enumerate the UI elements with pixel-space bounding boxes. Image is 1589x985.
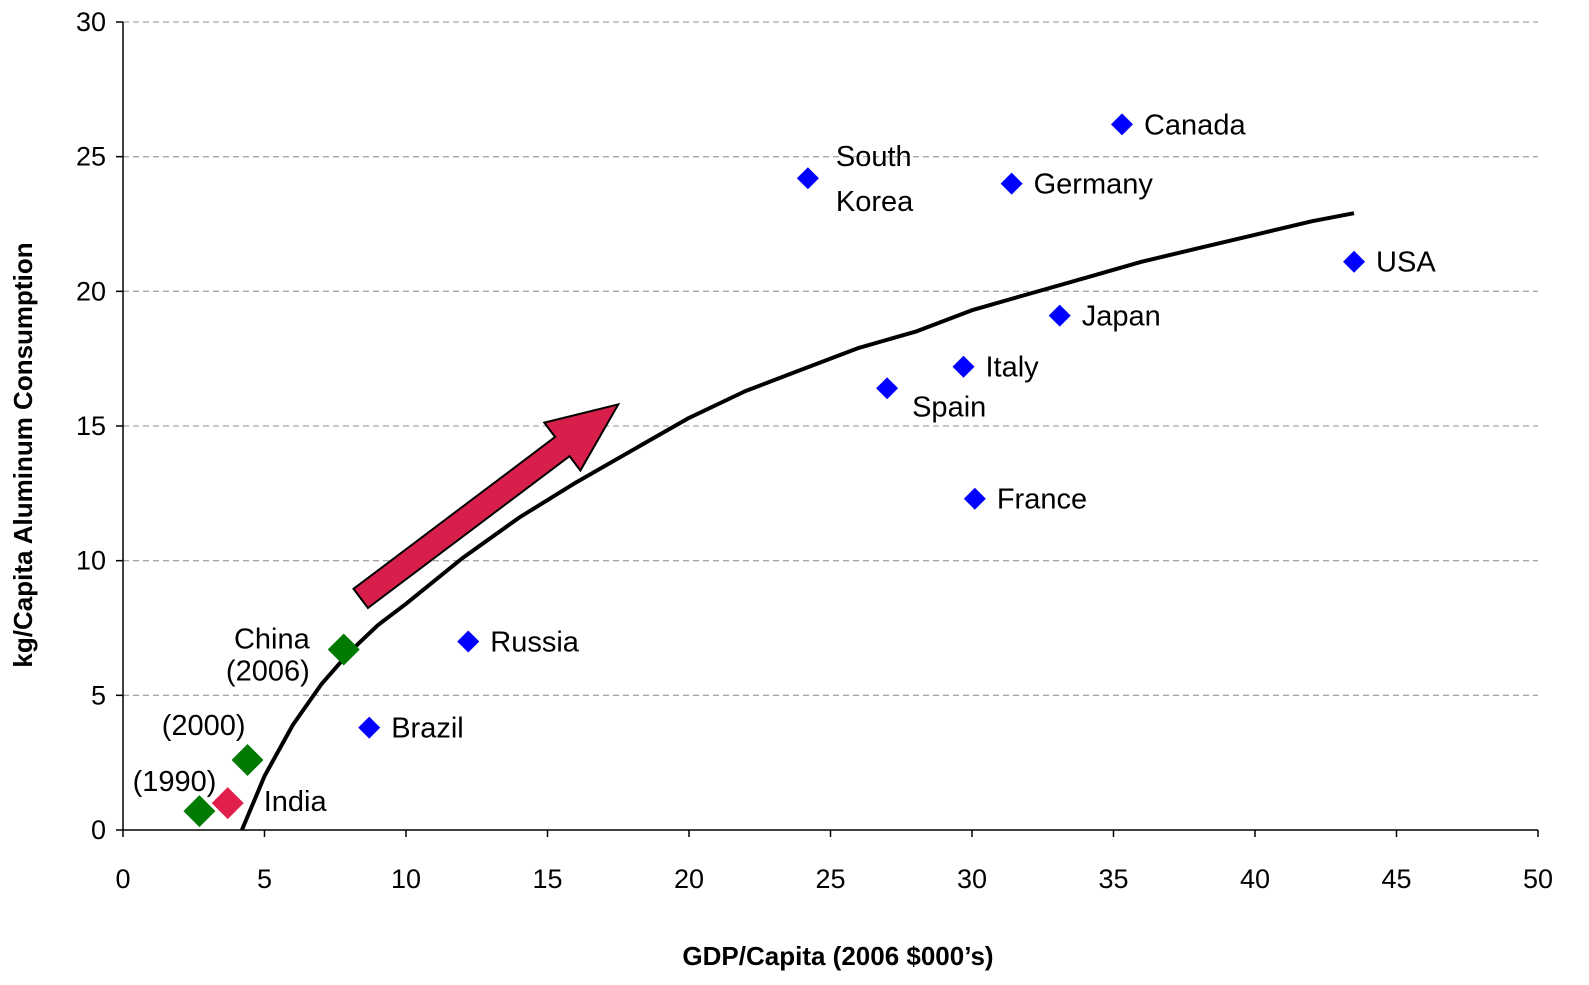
x-tick-label: 10 (391, 864, 421, 894)
growth-arrow (352, 402, 621, 610)
point-japan (1048, 304, 1071, 327)
tick-labels: 0 5 10 15 20 25 30 35 40 45 50 0 5 10 15 20 25 30 (76, 7, 1553, 894)
point-usa (1343, 250, 1366, 273)
label-russia: Russia (490, 626, 580, 658)
label-spain: Spain (912, 391, 986, 423)
y-tick-label: 30 (76, 7, 106, 37)
point-2000 (231, 743, 264, 776)
y-tick-label: 20 (76, 276, 106, 306)
label-1990: (1990) (133, 766, 217, 798)
y-tick-label: 15 (76, 411, 106, 441)
label-france: France (997, 484, 1087, 516)
x-axis-title: GDP/Capita (2006 $000’s) (682, 941, 993, 971)
point-spain (876, 377, 899, 400)
point-germany (1000, 172, 1023, 195)
gridlines (123, 21, 1538, 696)
label-brazil: Brazil (391, 713, 464, 745)
y-tick-label: 5 (91, 680, 106, 710)
label-2000: (2000) (162, 710, 246, 742)
y-tick-label: 25 (76, 142, 106, 172)
point-brazil (358, 716, 381, 739)
label-italy: Italy (986, 352, 1040, 384)
point-china-2006 (327, 633, 360, 666)
x-tick-label: 5 (257, 864, 272, 894)
x-tick-label: 15 (532, 864, 562, 894)
y-axis-title: kg/Capita Aluminum Consumption (8, 242, 38, 667)
label-canada: Canada (1144, 109, 1246, 141)
x-tick-label: 35 (1098, 864, 1128, 894)
growth-arrow-layer (352, 402, 621, 610)
x-tick-label: 25 (815, 864, 845, 894)
data-points (183, 113, 1366, 828)
x-tick-label: 40 (1240, 864, 1270, 894)
x-tick-label: 30 (957, 864, 987, 894)
label-india: India (264, 786, 328, 818)
point-france (963, 487, 986, 510)
label-germany: Germany (1034, 169, 1154, 201)
point-south-korea (796, 167, 819, 190)
label-japan: Japan (1082, 301, 1161, 333)
label-usa: USA (1376, 247, 1436, 279)
point-1990 (183, 795, 216, 828)
label-china-2006: China (2006) (226, 624, 311, 688)
label-south-korea: South Korea (836, 141, 914, 218)
x-tick-label: 20 (674, 864, 704, 894)
x-tick-label: 45 (1381, 864, 1411, 894)
point-india (211, 787, 244, 820)
axes (116, 21, 1539, 837)
x-tick-label: 50 (1523, 864, 1553, 894)
x-tick-label: 0 (115, 864, 130, 894)
y-tick-label: 0 (91, 815, 106, 845)
point-italy (952, 355, 975, 378)
point-russia (457, 630, 480, 653)
point-labels: Canada South Korea Germany USA Japan ItalySpai… (133, 109, 1437, 818)
y-tick-label: 10 (76, 546, 106, 576)
point-canada (1110, 113, 1133, 136)
